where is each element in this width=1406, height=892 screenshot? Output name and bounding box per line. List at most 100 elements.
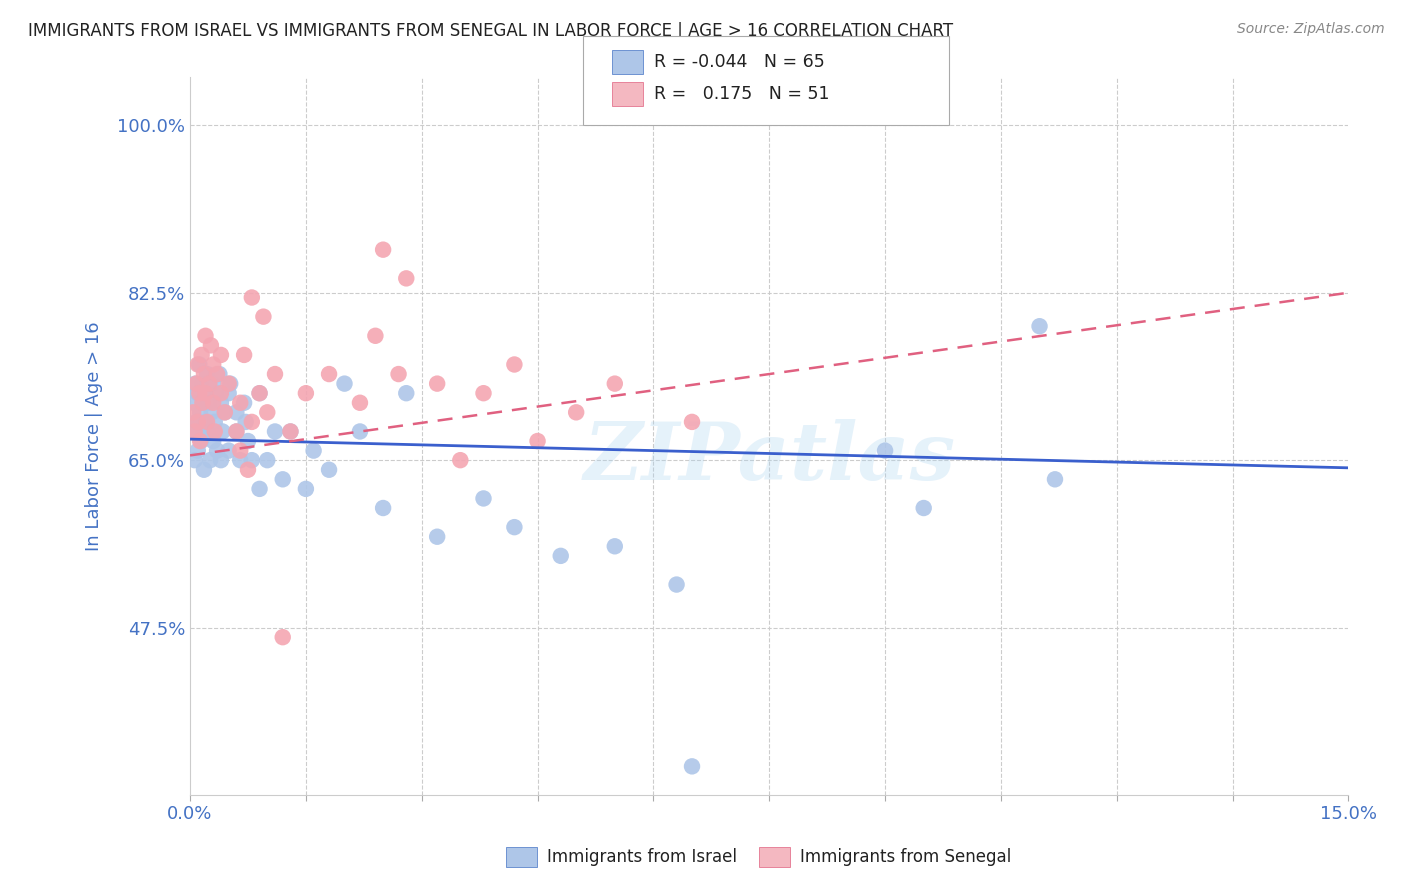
Point [209, 386, 232, 401]
Point [249, 386, 271, 401]
Point [205, 443, 228, 458]
Point [198, 453, 221, 467]
Point [603, 539, 626, 553]
Point [264, 425, 287, 439]
Point [526, 434, 548, 448]
Point [214, 405, 236, 419]
Point [183, 396, 205, 410]
Point [188, 405, 211, 419]
Point [912, 501, 935, 516]
Point [209, 396, 232, 410]
Point [236, 434, 259, 448]
Point [202, 358, 225, 372]
Point [472, 386, 495, 401]
Point [195, 367, 218, 381]
Point [202, 376, 225, 391]
Point [395, 386, 418, 401]
Point [202, 434, 225, 448]
Point [318, 367, 340, 381]
Point [191, 396, 214, 410]
Point [200, 338, 222, 352]
Point [240, 453, 263, 467]
Point [565, 405, 588, 419]
Point [503, 358, 526, 372]
Point [204, 425, 226, 439]
Point [472, 491, 495, 506]
Point [204, 415, 226, 429]
Point [188, 358, 211, 372]
Point [188, 434, 211, 448]
Point [550, 549, 572, 563]
Point [187, 443, 209, 458]
Point [236, 463, 259, 477]
Point [202, 396, 225, 410]
Point [295, 482, 318, 496]
Text: Immigrants from Israel: Immigrants from Israel [547, 848, 737, 866]
Point [208, 367, 231, 381]
Point [229, 453, 252, 467]
Point [218, 376, 240, 391]
Point [188, 386, 211, 401]
Point [426, 376, 449, 391]
Point [249, 386, 271, 401]
Point [1043, 472, 1066, 486]
Point [1028, 319, 1050, 334]
Point [233, 396, 256, 410]
Point [209, 453, 232, 467]
Point [233, 348, 256, 362]
Text: ZIPatlas: ZIPatlas [583, 419, 955, 497]
Point [205, 367, 228, 381]
Point [190, 434, 212, 448]
Point [395, 271, 418, 285]
Point [218, 443, 240, 458]
Point [264, 367, 287, 381]
Point [186, 415, 208, 429]
Point [187, 386, 209, 401]
Point [193, 367, 215, 381]
Point [193, 463, 215, 477]
Point [665, 577, 688, 591]
Point [225, 425, 247, 439]
Point [187, 415, 209, 429]
Point [449, 453, 471, 467]
Point [194, 386, 217, 401]
Point [280, 425, 302, 439]
Point [186, 376, 208, 391]
Point [181, 405, 204, 419]
Point [211, 425, 233, 439]
Point [198, 376, 221, 391]
Text: Immigrants from Senegal: Immigrants from Senegal [800, 848, 1011, 866]
Point [181, 425, 204, 439]
Point [333, 376, 356, 391]
Point [318, 463, 340, 477]
Point [681, 759, 703, 773]
Point [681, 415, 703, 429]
Point [214, 405, 236, 419]
Point [875, 443, 897, 458]
Point [225, 425, 247, 439]
Point [205, 386, 228, 401]
Point [371, 243, 394, 257]
Point [503, 520, 526, 534]
Point [364, 328, 387, 343]
Point [229, 396, 252, 410]
Point [183, 453, 205, 467]
Point [302, 443, 325, 458]
Point [271, 630, 294, 644]
Text: IMMIGRANTS FROM ISRAEL VS IMMIGRANTS FROM SENEGAL IN LABOR FORCE | AGE > 16 CORR: IMMIGRANTS FROM ISRAEL VS IMMIGRANTS FRO… [28, 22, 953, 40]
Point [295, 386, 318, 401]
Point [183, 425, 205, 439]
Point [256, 405, 278, 419]
Point [184, 376, 207, 391]
Point [249, 482, 271, 496]
Point [229, 443, 252, 458]
Point [252, 310, 274, 324]
Point [256, 453, 278, 467]
Point [603, 376, 626, 391]
Point [240, 415, 263, 429]
Point [195, 415, 218, 429]
Text: R =   0.175   N = 51: R = 0.175 N = 51 [654, 85, 830, 103]
Point [387, 367, 409, 381]
Text: R = -0.044   N = 65: R = -0.044 N = 65 [654, 53, 824, 71]
Point [219, 376, 242, 391]
